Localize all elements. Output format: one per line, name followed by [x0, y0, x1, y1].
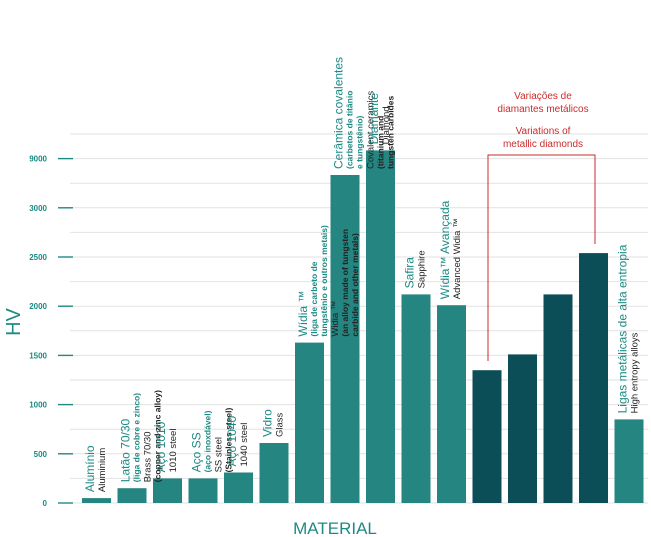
bar-label-group: Aço 1040 1040 steel: [225, 415, 250, 466]
bar-label-group: Latão 70/30 (liga de cobre e zinco) Brass …: [119, 390, 163, 482]
y-axis-ticks: 0 500 1000 1500 2000 2500 3000 9000: [29, 155, 73, 508]
bar-label-group: Wídia™ Avançada Advanced Widia ™: [438, 200, 463, 299]
bar: [82, 498, 111, 503]
y-tick-label: 2000: [29, 302, 47, 311]
bar: [579, 253, 608, 503]
bar-label-pt: Cerâmica covalentes: [332, 57, 346, 169]
bar-label-group: Diamante Diamond: [367, 93, 392, 145]
bar-label-en: Diamond: [381, 106, 392, 144]
bar-label-pt: e tungstênio): [355, 115, 365, 169]
bar-label-group: Vidro Glass: [261, 409, 286, 437]
bar-label-en: 1010 steel: [168, 429, 179, 473]
bar-label-en: Aluminium: [97, 448, 108, 492]
bar-label-en: tungsten carbides: [386, 96, 396, 169]
y-tick-label: 0: [43, 499, 48, 508]
bar: [224, 472, 253, 503]
bar-label-pt: Vidro: [261, 409, 275, 437]
bar-label-pt: Latão 70/30: [119, 418, 133, 482]
bar: [117, 488, 147, 503]
bar-label-group: Safira Sapphire: [403, 250, 428, 288]
annotation-line-4: metallic diamonds: [503, 139, 583, 150]
bar: [295, 342, 324, 503]
bar: [153, 478, 182, 503]
bar-label-en: Widia ™: [330, 301, 341, 337]
bar-label-pt: Diamante: [367, 93, 381, 145]
y-tick-label: 9000: [29, 155, 47, 164]
bars: [82, 150, 644, 503]
bar-label-en: Sapphire: [417, 250, 428, 288]
bar-label-en: (an alloy made of tungsten: [340, 229, 350, 337]
y-tick-label: 1000: [29, 401, 47, 410]
annotation-line-1: Variações de: [514, 91, 572, 102]
y-tick-label: 1500: [29, 351, 47, 360]
bar-label-en: (copper and zinc alloy): [153, 390, 163, 482]
annotation-line-2: diamantes metálicos: [497, 104, 588, 115]
bar-labels: Alumínio Aluminium Latão 70/30 (liga de cob…: [83, 57, 641, 492]
annotation-group: Variações de diamantes metálicos Variati…: [487, 91, 596, 361]
bar-label-en: Covalent ceramics: [366, 91, 377, 169]
bar-label-group: Aço SS (aço inoxdável) SS steel (Stainless …: [190, 408, 234, 473]
bar-label-group: Alumínio Aluminium: [83, 445, 108, 492]
bar-label-pt: Aço 1040: [225, 415, 239, 466]
bar-label-pt: Wídia™ Avançada: [438, 200, 452, 299]
bar-label-pt: Ligas metálicas de alta entropia: [616, 244, 630, 413]
bar: [366, 150, 395, 503]
bar: [508, 354, 537, 503]
bar: [401, 294, 431, 503]
y-tick-label: 2500: [29, 253, 47, 262]
bar: [472, 370, 502, 503]
bar-label-pt: Wídia ™: [296, 291, 310, 337]
bar-label-group: Ligas metálicas de alta entropia High ent…: [616, 244, 641, 413]
annotation-line-3: Variations of: [516, 126, 571, 137]
x-axis-title: MATERIAL: [293, 519, 377, 537]
bar-label-en: (titanium and: [376, 116, 386, 169]
y-tick-label: 500: [34, 450, 48, 459]
bar-label-group: Aço 1010 1010 steel: [154, 421, 179, 472]
bar-label-en: Brass 70/30: [143, 431, 154, 482]
annotation-bracket: [487, 154, 596, 361]
bar-label-group: Cerâmica covalentes (carbetos de titânio e…: [332, 57, 396, 169]
bar-label-en: (Stainless steel): [224, 408, 234, 473]
bar-label-pt: (aço inoxdável): [203, 410, 213, 472]
bar-label-pt: Alumínio: [83, 445, 97, 492]
bar-label-en: High entropy alloys: [630, 332, 641, 413]
bar: [188, 478, 218, 503]
bar: [614, 419, 644, 503]
bar-label-en: 1040 steel: [239, 423, 250, 467]
bar-label-pt: (liga de carbeto de: [309, 261, 319, 336]
bar-label-pt: tungstênio e outros metais): [319, 225, 329, 337]
bar-label-pt: Aço 1010: [154, 421, 168, 472]
bar-label-pt: Aço SS: [190, 432, 204, 472]
bar-label-pt: (carbetos de titânio: [345, 91, 355, 169]
bar-label-en: carbide and other metals): [350, 233, 360, 337]
bar: [330, 175, 360, 503]
bar-label-group: Wídia ™ (liga de carbeto de tungstênio e o…: [296, 225, 360, 337]
bar: [259, 443, 289, 503]
bar-label-en: Glass: [275, 412, 286, 437]
y-tick-label: 3000: [29, 204, 47, 213]
y-axis-title: HV: [3, 307, 25, 335]
bar: [437, 305, 466, 503]
bar: [543, 294, 573, 503]
bar-label-en: Advanced Widia ™: [452, 218, 463, 299]
bar-label-pt: Safira: [403, 257, 417, 289]
bar-label-en: SS steel: [214, 437, 225, 472]
bar-label-pt: (liga de cobre e zinco): [132, 393, 142, 482]
